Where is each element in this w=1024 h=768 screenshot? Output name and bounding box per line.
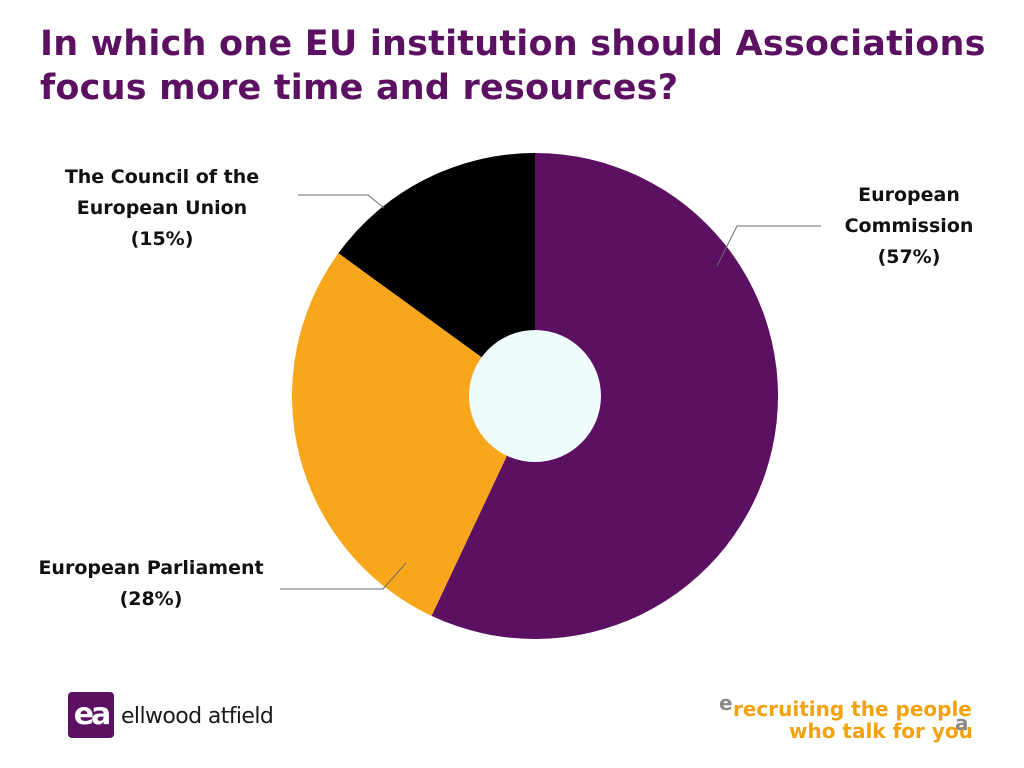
slice-labels-layer: European Commission (57%) European Parliame… (38, 166, 973, 610)
pie-slice (431, 153, 779, 639)
slice-label-line: (15%) (131, 228, 194, 250)
tagline-line-2: who talk for you (789, 719, 973, 743)
tagline-open-mark: e (719, 691, 733, 715)
leader-line (298, 194, 385, 209)
leader-lines-layer (280, 194, 821, 590)
slice-label-line: European Union (77, 197, 247, 219)
logo-wordmark: ellwood atfield (121, 704, 274, 729)
slice-label-line: Commission (845, 215, 974, 237)
tagline-line-1: recruiting the people (733, 697, 972, 721)
slices-layer (292, 153, 779, 639)
donut-center-hole (469, 330, 601, 462)
slice-label-line: European Parliament (38, 557, 263, 579)
logo-mark: ea (73, 697, 112, 732)
slice-label-line: European (858, 184, 960, 206)
slice-label: The Council of the European Union (15%) (65, 166, 259, 250)
slice-label-line: (28%) (120, 588, 183, 610)
leader-line (280, 562, 407, 590)
slice-label-line: The Council of the (65, 166, 259, 188)
leader-line (716, 225, 821, 267)
slice-label: European Parliament (28%) (38, 557, 263, 610)
pie-slice (338, 153, 535, 396)
slice-label-line: (57%) (878, 246, 941, 268)
slice-label: European Commission (57%) (845, 184, 974, 268)
ellwood-atfield-logo: ea (68, 692, 114, 738)
pie-slice (292, 253, 535, 616)
tagline-close-mark: a (955, 711, 969, 735)
slide-title: In which one EU institution should Assoc… (40, 24, 986, 108)
